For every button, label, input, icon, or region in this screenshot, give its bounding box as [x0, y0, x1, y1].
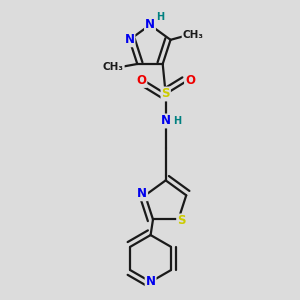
Text: S: S [177, 214, 186, 227]
Text: N: N [146, 275, 156, 288]
Text: H: H [156, 12, 165, 22]
Text: N: N [137, 187, 147, 200]
Text: N: N [124, 33, 134, 46]
Text: N: N [161, 115, 171, 128]
Text: CH₃: CH₃ [182, 30, 203, 40]
Text: H: H [173, 116, 181, 126]
Text: N: N [145, 18, 155, 32]
Text: O: O [136, 74, 146, 87]
Text: O: O [185, 74, 195, 87]
Text: S: S [161, 88, 170, 100]
Text: CH₃: CH₃ [103, 62, 124, 72]
